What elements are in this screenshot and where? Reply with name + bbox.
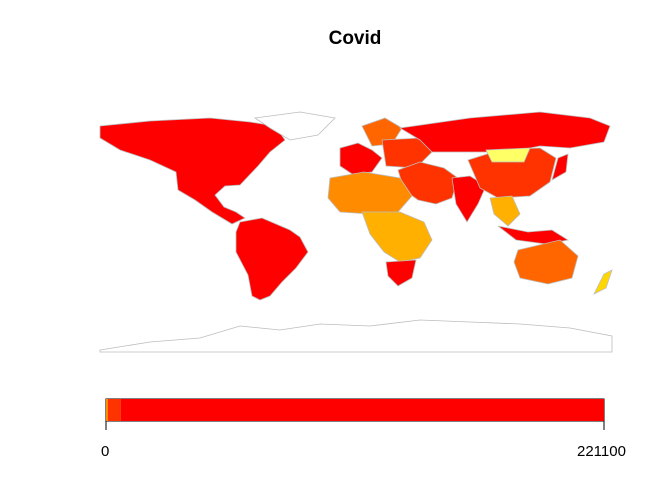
legend-min-label: 0 bbox=[101, 443, 110, 460]
region-antarctica bbox=[99, 319, 613, 353]
legend-bin-1 bbox=[107, 399, 121, 421]
map-title: Covid bbox=[328, 28, 382, 49]
region-north-africa bbox=[327, 171, 413, 215]
map-countries bbox=[99, 111, 613, 353]
region-south-america bbox=[235, 217, 309, 301]
region-scandinavia bbox=[361, 117, 403, 147]
region-india bbox=[451, 175, 487, 223]
legend-bin-2 bbox=[120, 399, 604, 421]
region-southeast-asia bbox=[489, 195, 521, 227]
legend-color-bar bbox=[106, 399, 604, 421]
legend-bin-0 bbox=[106, 399, 108, 421]
region-central-africa bbox=[361, 211, 433, 263]
region-eastern-europe bbox=[381, 137, 433, 169]
region-russia bbox=[398, 111, 611, 153]
region-north-america bbox=[99, 117, 286, 225]
region-greenland bbox=[253, 111, 336, 141]
region-japan bbox=[551, 153, 569, 181]
region-australia bbox=[513, 239, 579, 285]
region-west-europe bbox=[339, 142, 383, 175]
region-indonesia bbox=[497, 225, 570, 245]
region-new-zealand bbox=[593, 269, 613, 295]
region-mongolia bbox=[485, 147, 531, 163]
region-south-africa bbox=[385, 259, 417, 287]
legend-max-label: 221100 bbox=[577, 443, 626, 460]
